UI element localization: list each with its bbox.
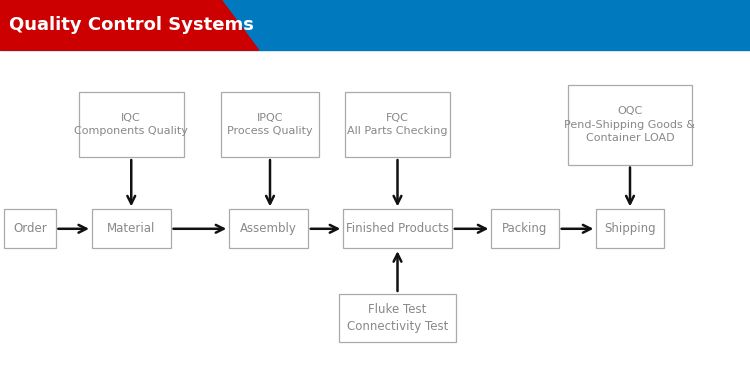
- Text: IPQC
Process Quality: IPQC Process Quality: [227, 113, 313, 136]
- Polygon shape: [0, 0, 259, 50]
- FancyBboxPatch shape: [596, 209, 664, 248]
- FancyBboxPatch shape: [568, 84, 692, 164]
- Text: Quality Control Systems: Quality Control Systems: [9, 16, 254, 34]
- Bar: [0, 0, 750, 50]
- FancyBboxPatch shape: [345, 92, 450, 157]
- Text: IQC
Components Quality: IQC Components Quality: [74, 113, 188, 136]
- FancyBboxPatch shape: [339, 294, 456, 342]
- Text: Fluke Test
Connectivity Test: Fluke Test Connectivity Test: [346, 303, 448, 333]
- Text: Finished Products: Finished Products: [346, 222, 449, 235]
- Text: Packing: Packing: [503, 222, 548, 235]
- Text: FQC
All Parts Checking: FQC All Parts Checking: [347, 113, 448, 136]
- FancyBboxPatch shape: [343, 209, 452, 248]
- Text: OQC
Pend-Shipping Goods &
Container LOAD: OQC Pend-Shipping Goods & Container LOAD: [565, 106, 695, 143]
- FancyBboxPatch shape: [491, 209, 559, 248]
- FancyBboxPatch shape: [92, 209, 170, 248]
- Text: Order: Order: [13, 222, 46, 235]
- FancyBboxPatch shape: [79, 92, 184, 157]
- Text: Shipping: Shipping: [604, 222, 656, 235]
- FancyBboxPatch shape: [230, 209, 308, 248]
- FancyBboxPatch shape: [221, 92, 319, 157]
- FancyBboxPatch shape: [4, 209, 55, 248]
- Text: Material: Material: [107, 222, 155, 235]
- Text: Assembly: Assembly: [240, 222, 297, 235]
